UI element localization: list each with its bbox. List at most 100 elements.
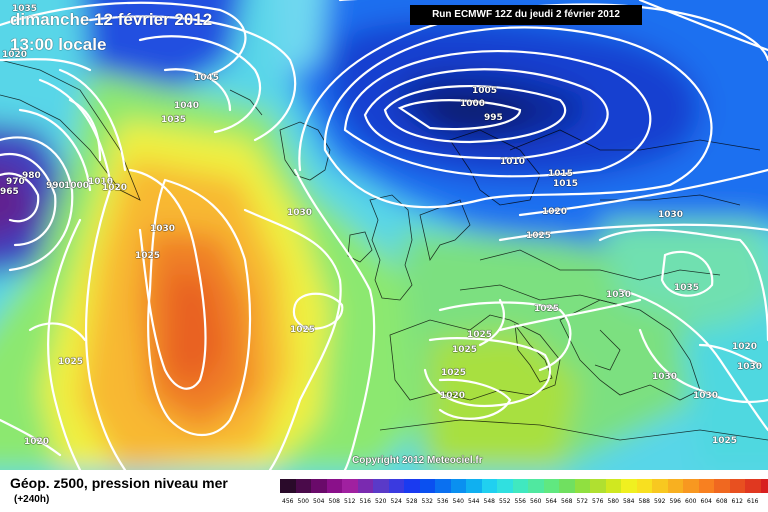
color-scale-tick: 540	[452, 498, 464, 505]
isobar-label: 990	[46, 181, 65, 191]
color-scale-tick: 612	[731, 498, 743, 505]
isobar-label: 1030	[658, 210, 684, 220]
color-scale-tick: 560	[530, 498, 542, 505]
color-scale-swatch	[636, 479, 652, 493]
color-scale-swatch	[280, 479, 296, 493]
color-scale-swatch	[512, 479, 528, 493]
isobar-label: 995	[484, 113, 503, 123]
isobar-label: 1020	[440, 391, 466, 401]
color-scale-tick: 564	[545, 498, 557, 505]
color-scale-swatch	[404, 479, 420, 493]
color-scale-swatch	[605, 479, 621, 493]
color-scale-swatch	[388, 479, 404, 493]
color-scale-tick: 504	[313, 498, 325, 505]
isobar-label: 1040	[174, 101, 200, 111]
color-scale-tick: 556	[514, 498, 526, 505]
color-scale-swatch	[295, 479, 311, 493]
color-scale-tick: 544	[468, 498, 480, 505]
isobar-label: 1025	[441, 368, 467, 378]
color-scale-tick: 580	[607, 498, 619, 505]
coastlines	[0, 59, 768, 441]
isobar-label: 1015	[548, 169, 574, 179]
run-label: Run ECMWF 12Z du jeudi 2 février 2012	[410, 5, 642, 25]
isobar-label: 1045	[194, 73, 220, 83]
color-scale-tick: 576	[592, 498, 604, 505]
color-scale-swatch	[342, 479, 358, 493]
color-scale-swatch	[543, 479, 559, 493]
color-scale-swatch	[311, 479, 327, 493]
isobar-label: 1030	[287, 208, 313, 218]
color-scale-tick: 584	[623, 498, 635, 505]
isobar-label: 1015	[553, 179, 579, 189]
color-scale-swatch	[497, 479, 513, 493]
color-scale-tick: 588	[638, 498, 650, 505]
color-scale-tick: 600	[685, 498, 697, 505]
legend-footer: Géop. z500, pression niveau mer (+240h) …	[0, 470, 768, 512]
color-scale-swatch	[357, 479, 373, 493]
color-scale-tick: 596	[669, 498, 681, 505]
isobar-label: 1035	[161, 115, 187, 125]
isobar-label: 1025	[526, 231, 552, 241]
isobar-label: 965	[0, 187, 19, 197]
color-scale-swatch	[714, 479, 730, 493]
color-scale-swatch	[435, 479, 451, 493]
color-scale-swatch	[419, 479, 435, 493]
isobar-label: 1025	[58, 357, 84, 367]
isobar-label: 1020	[732, 342, 758, 352]
color-scale-tick: 568	[561, 498, 573, 505]
color-scale-swatch	[729, 479, 745, 493]
color-scale-swatch	[574, 479, 590, 493]
isobar-label: 1005	[472, 86, 498, 96]
color-scale-tick: 512	[344, 498, 356, 505]
color-scale-swatch	[559, 479, 575, 493]
pressure-map	[0, 0, 768, 470]
isobar-label: 1025	[135, 251, 161, 261]
forecast-hour: (+240h)	[14, 494, 50, 505]
color-scale-swatch	[373, 479, 389, 493]
color-scale-swatch	[745, 479, 761, 493]
isobar-label: 1025	[290, 325, 316, 335]
color-scale-swatch	[466, 479, 482, 493]
isobar-label: 1000	[64, 181, 90, 191]
color-scale-tick: 524	[390, 498, 402, 505]
isobar-label: 1010	[88, 177, 114, 187]
legend-title: Géop. z500, pression niveau mer	[10, 475, 228, 491]
isobar-label: 1020	[542, 207, 568, 217]
color-scale-tick: 572	[576, 498, 588, 505]
color-scale-swatch	[481, 479, 497, 493]
isobars	[0, 0, 768, 470]
isobar-label: 1025	[534, 304, 560, 314]
isobar-label: 1025	[452, 345, 478, 355]
color-scale-swatch	[590, 479, 606, 493]
color-scale-swatch	[667, 479, 683, 493]
color-scale-tick: 592	[654, 498, 666, 505]
isobar-label: 1035	[12, 4, 38, 14]
color-scale-swatch	[326, 479, 342, 493]
color-scale-swatch	[760, 479, 768, 493]
color-scale-tick: 508	[328, 498, 340, 505]
isobar-label: 1020	[24, 437, 50, 447]
color-scale-labels: 456 500 504 508 512 516 520 524 528 532 536 540 544 5…	[280, 498, 761, 505]
isobar-label: 1020	[102, 183, 128, 193]
isobar-label: 1030	[652, 372, 678, 382]
color-scale-tick: 528	[406, 498, 418, 505]
geopotential-field	[0, 0, 768, 470]
color-scale-tick: 552	[499, 498, 511, 505]
isobar-label: 1025	[712, 436, 738, 446]
isobar-label: 1000	[460, 99, 486, 109]
color-scale-swatch	[621, 479, 637, 493]
color-scale-tick: 516	[359, 498, 371, 505]
isobar-label: 1030	[693, 391, 719, 401]
color-scale-tick: 604	[700, 498, 712, 505]
isobar-label: 1030	[606, 290, 632, 300]
isobar-label: 970	[6, 177, 25, 187]
isobar-label: 1035	[674, 283, 700, 293]
isobar-label: 1030	[150, 224, 176, 234]
color-scale-swatch	[450, 479, 466, 493]
color-scale-swatch	[698, 479, 714, 493]
color-scale-tick: 532	[421, 498, 433, 505]
forecast-date: dimanche 12 février 2012	[10, 10, 213, 29]
color-scale-swatch	[683, 479, 699, 493]
color-scale-tick: 608	[716, 498, 728, 505]
